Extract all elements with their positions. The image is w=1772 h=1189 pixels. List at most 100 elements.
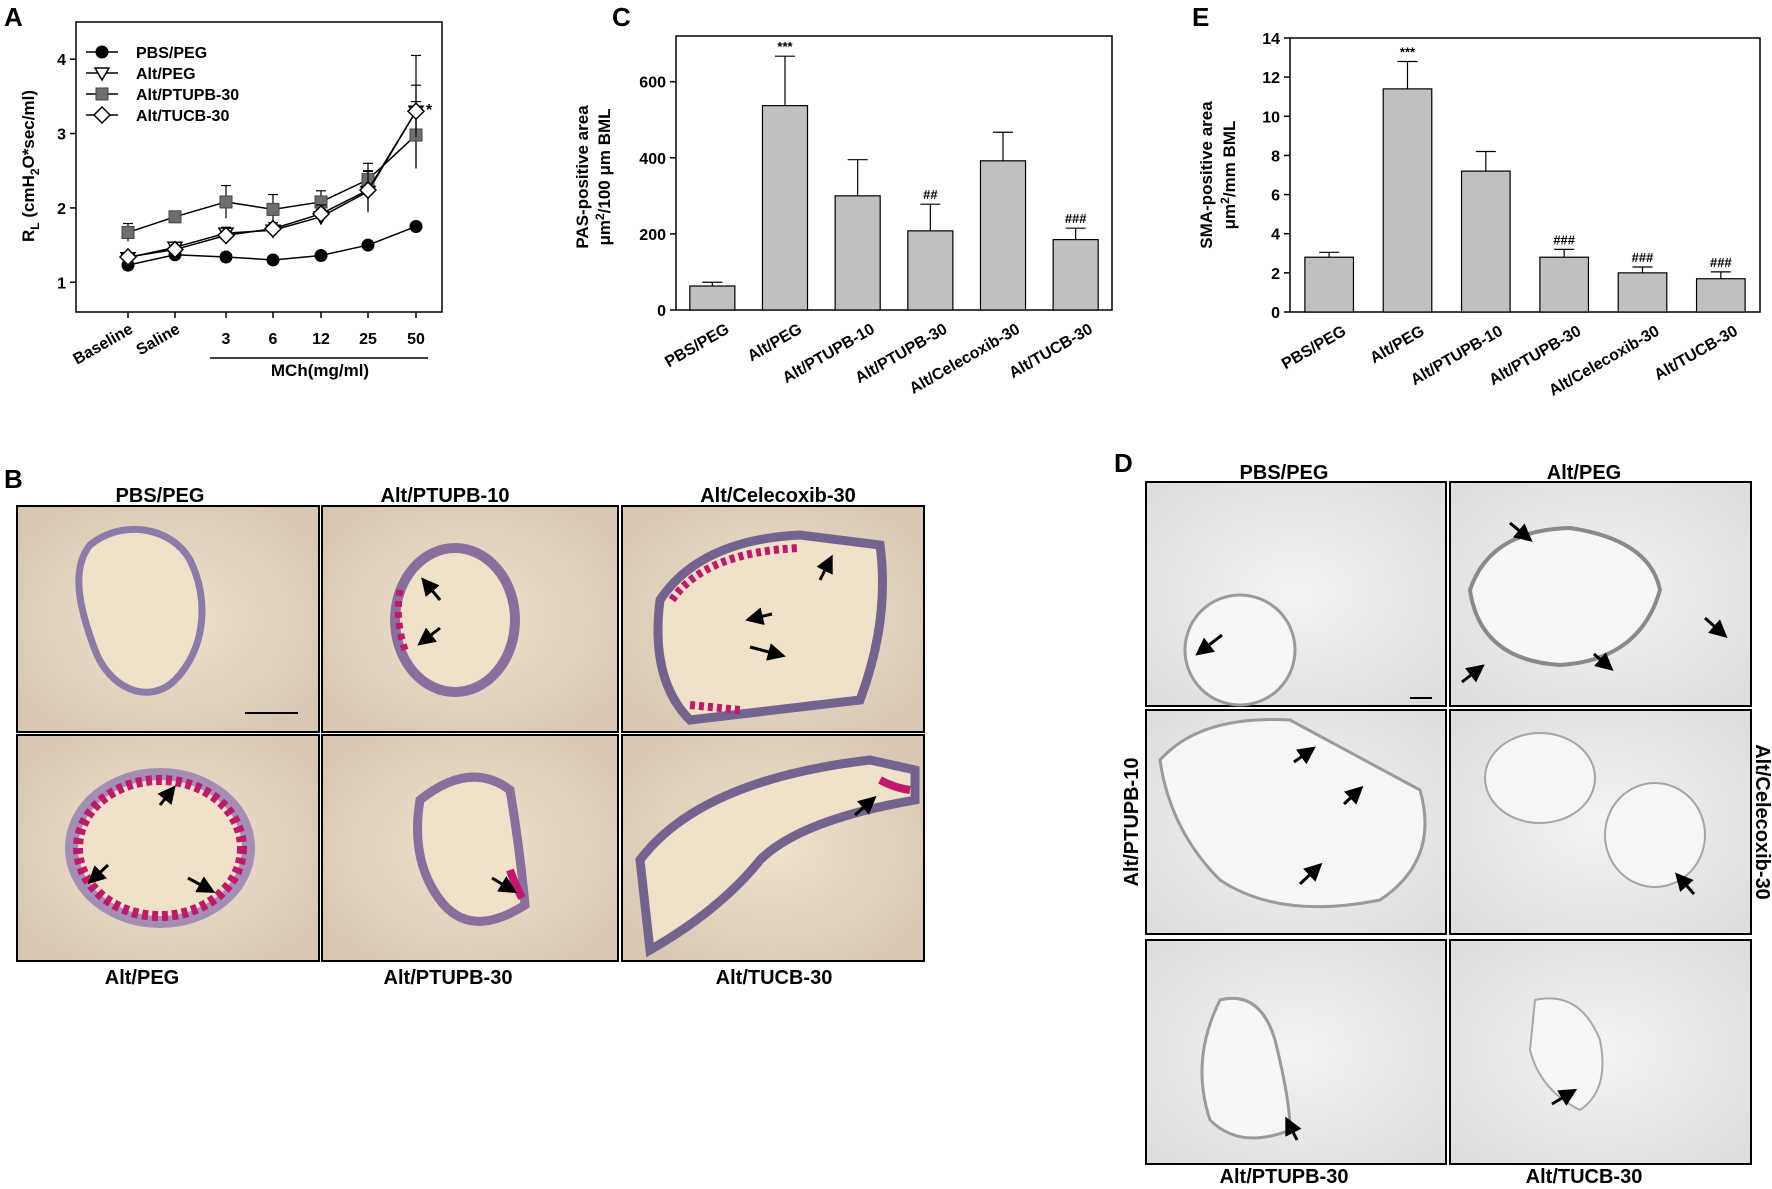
- mch-group-label: MCh(mg/ml): [271, 361, 369, 380]
- y-tick-label: 2: [1271, 266, 1280, 283]
- x-tick-label: Alt/PEG: [745, 321, 805, 366]
- data-point: [266, 253, 280, 267]
- bar: [834, 195, 881, 311]
- y-tick-label: 0: [1271, 305, 1280, 322]
- y-tick-label: 8: [1271, 148, 1280, 165]
- bar: [1304, 256, 1355, 313]
- y-tick-label: 4: [57, 52, 66, 69]
- significance-mark: ###: [1553, 232, 1575, 247]
- legend-label: Alt/PTUPB-30: [136, 87, 239, 104]
- bar: [1052, 238, 1099, 311]
- bar: [1695, 278, 1746, 313]
- x-tick-label: 6: [269, 331, 278, 348]
- legend-label: PBS/PEG: [136, 45, 207, 62]
- data-point: [219, 195, 233, 209]
- ihc-label-left: Alt/PTUPB-10: [1121, 758, 1143, 887]
- panel-label-e: E: [1192, 2, 1209, 32]
- data-point: [121, 225, 135, 239]
- micrograph-label-top-3: Alt/Celecoxib-30: [700, 485, 856, 507]
- data-point: [358, 180, 378, 200]
- ihc-image-alt-tucb-30: [1449, 939, 1752, 1165]
- data-point: [92, 105, 112, 125]
- bar: [761, 105, 809, 311]
- data-point: [409, 219, 423, 233]
- ihc-image-alt-ptupb-30: [1145, 939, 1447, 1165]
- histology-panel-b: PBS/PEG Alt/PTUPB-10 Alt/Celecoxib-30: [16, 485, 925, 989]
- bar: [689, 285, 736, 311]
- x-tick-label: PBS/PEG: [1279, 323, 1349, 373]
- y-axis-label: RL (cmH2O*sec/ml): [19, 90, 42, 242]
- ihc-label-top-2: Alt/PEG: [1547, 462, 1621, 484]
- y-tick-label: 0: [657, 303, 666, 320]
- data-point: [314, 248, 328, 262]
- y-tick-label: 600: [639, 75, 666, 92]
- data-point: [406, 102, 426, 121]
- x-tick-label: PBS/PEG: [662, 321, 732, 371]
- x-tick-label: 50: [407, 331, 425, 348]
- plot-frame: [675, 35, 1113, 311]
- x-tick-label: 25: [359, 331, 377, 348]
- ihc-panel-d: PBS/PEG Alt/PEG Alt/PTUPB-10: [1121, 462, 1772, 1188]
- micrograph-label-bottom-2: Alt/PTUPB-30: [384, 967, 513, 989]
- significance-mark: ***: [777, 39, 793, 54]
- micrograph-label-top-2: Alt/PTUPB-10: [381, 485, 510, 507]
- legend-label: Alt/PEG: [136, 66, 196, 83]
- bar: [1539, 256, 1590, 313]
- ihc-image-alt-peg: [1449, 481, 1752, 707]
- panel-label-b: B: [4, 464, 23, 494]
- bar: [907, 230, 954, 311]
- panel-label-c: C: [612, 2, 631, 32]
- bar: [1382, 88, 1433, 313]
- y-tick-label: 10: [1262, 109, 1280, 126]
- bar: [979, 160, 1027, 311]
- micrograph-alt-tucb-30: [621, 734, 925, 962]
- significance-mark: ###: [1632, 250, 1654, 265]
- ihc-label-bottom-2: Alt/TUCB-30: [1526, 1166, 1643, 1188]
- bar: [1617, 272, 1668, 313]
- significance-mark: ###: [1065, 211, 1087, 226]
- plot-frame: [1289, 37, 1761, 313]
- significance-mark: ###: [1710, 255, 1732, 270]
- data-point: [263, 219, 283, 238]
- x-tick-label: Alt/TUCB-30: [1651, 323, 1740, 384]
- significance-mark: ***: [1400, 44, 1416, 59]
- x-tick-label: Saline: [134, 321, 183, 359]
- micrograph-label-bottom-3: Alt/TUCB-30: [716, 967, 833, 989]
- x-tick-label: 3: [222, 331, 231, 348]
- micrograph-pbs-peg: [16, 505, 320, 733]
- y-axis-label-line2: μm2/mm BML: [1218, 121, 1239, 230]
- data-point: [95, 45, 109, 59]
- y-tick-label: 4: [1271, 227, 1280, 244]
- y-tick-label: 6: [1271, 188, 1280, 205]
- plot-frame: [75, 21, 443, 313]
- y-tick-label: 3: [57, 127, 66, 144]
- significance-mark: ##: [923, 187, 938, 202]
- ihc-image-alt-celecoxib-30: [1449, 709, 1752, 935]
- ihc-label-bottom-1: Alt/PTUPB-30: [1220, 1166, 1349, 1188]
- x-tick-label: Alt/PEG: [1367, 323, 1427, 368]
- y-tick-label: 2: [57, 201, 66, 218]
- data-point: [168, 210, 182, 224]
- data-point: [118, 247, 138, 267]
- micrograph-label-bottom-1: Alt/PEG: [105, 967, 179, 989]
- data-point: [165, 240, 185, 259]
- x-tick-label: 12: [312, 331, 330, 348]
- y-axis-label-line1: PAS-positive area: [573, 105, 592, 249]
- micrograph-alt-peg: [16, 734, 320, 962]
- bar-chart-c: PAS-positive area μm2/100 μm BML 0 200 400…: [573, 35, 1113, 398]
- y-tick-label: 14: [1262, 31, 1280, 48]
- data-point: [95, 87, 109, 101]
- y-axis-label-line1: SMA-positive area: [1197, 101, 1216, 249]
- y-tick-label: 1: [57, 275, 66, 292]
- x-tick-label: Baseline: [71, 321, 137, 369]
- data-point: [361, 238, 375, 252]
- micrograph-alt-celecoxib-30: [621, 505, 925, 733]
- panel-label-d: D: [1114, 448, 1133, 478]
- data-point: [216, 226, 236, 245]
- data-point: [311, 204, 331, 223]
- micrograph-alt-ptupb-30: [321, 734, 619, 962]
- data-point: [266, 202, 280, 216]
- data-point: [219, 250, 233, 264]
- significance-mark: *: [426, 102, 433, 119]
- micrograph-alt-ptupb-10: [321, 505, 619, 733]
